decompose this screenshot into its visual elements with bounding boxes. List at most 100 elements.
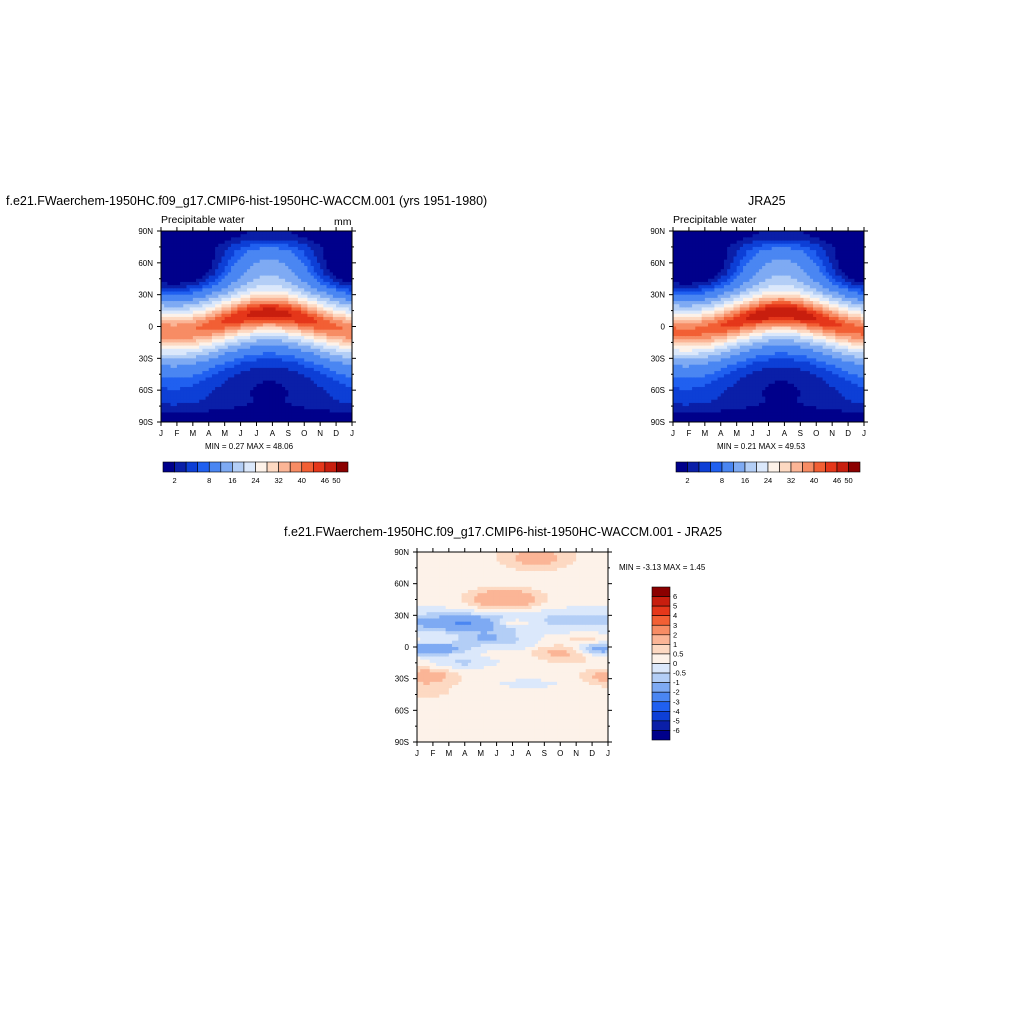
colorbar-box: [651, 596, 671, 607]
colorbar-box: [848, 461, 861, 473]
y-tick-label: 60N: [394, 580, 409, 589]
x-tick-label: A: [718, 429, 724, 438]
x-tick-label: M: [701, 429, 708, 438]
x-tick-label: J: [255, 429, 259, 438]
colorbar-label: -6: [673, 726, 680, 735]
y-tick-label: 30N: [394, 611, 409, 620]
colorbar-label: 50: [844, 476, 852, 485]
colorbar-label: 3: [673, 621, 677, 630]
y-tick-label: 90N: [138, 227, 153, 236]
colorbar-label: 2: [673, 630, 677, 639]
model-variable-label: Precipitable water: [161, 214, 245, 226]
colorbar-box: [651, 672, 671, 683]
colorbar-label: 0: [673, 659, 677, 668]
x-tick-label: O: [301, 429, 307, 438]
colorbar-box: [336, 461, 349, 473]
colorbar-box: [651, 624, 671, 636]
x-tick-label: J: [751, 429, 755, 438]
x-tick-label: J: [495, 749, 499, 758]
x-tick-label: A: [270, 429, 276, 438]
colorbar-label: 46: [321, 476, 329, 485]
colorbar-label: 16: [228, 476, 236, 485]
y-tick-label: 60S: [651, 386, 665, 395]
y-tick-label: 0: [405, 643, 410, 652]
x-tick-label: S: [542, 749, 547, 758]
y-tick-label: 60N: [138, 259, 153, 268]
y-tick-label: 0: [661, 323, 666, 332]
colorbar-label: 24: [764, 476, 772, 485]
colorbar-label: -1: [673, 678, 680, 687]
colorbar-label: 40: [810, 476, 818, 485]
x-tick-label: N: [573, 749, 579, 758]
x-tick-label: N: [317, 429, 323, 438]
obs-min-max: MIN = 0.21 MAX = 49.53: [717, 442, 806, 451]
x-tick-label: A: [462, 749, 468, 758]
colorbar-box: [651, 634, 671, 645]
x-tick-label: O: [557, 749, 563, 758]
x-tick-label: M: [189, 429, 196, 438]
colorbar-box: [651, 644, 671, 655]
y-tick-label: 90N: [650, 227, 665, 236]
x-tick-label: M: [221, 429, 228, 438]
colorbar-label: 8: [207, 476, 211, 485]
colorbar-label: -0.5: [673, 669, 686, 678]
colorbar-label: -3: [673, 697, 680, 706]
colorbar-box: [651, 691, 671, 703]
model-units-label: mm: [334, 216, 352, 228]
colorbar-box: [651, 720, 671, 731]
x-tick-label: S: [798, 429, 803, 438]
colorbar-label: 0.5: [673, 649, 683, 658]
colorbar-label: 4: [673, 611, 677, 620]
colorbar-label: 2: [172, 476, 176, 485]
diff-min-max: MIN = -3.13 MAX = 1.45: [619, 563, 706, 572]
colorbar-box: [651, 605, 671, 616]
colorbar-box: [651, 663, 671, 674]
y-tick-label: 60S: [395, 706, 409, 715]
x-tick-label: D: [589, 749, 595, 758]
x-tick-label: N: [829, 429, 835, 438]
colorbar-label: 50: [332, 476, 340, 485]
x-tick-label: D: [845, 429, 851, 438]
obs-panel-title: JRA25: [748, 194, 786, 208]
y-tick-label: 30S: [651, 354, 665, 363]
y-tick-label: 30N: [138, 291, 153, 300]
x-tick-label: J: [415, 749, 419, 758]
diff-panel-title: f.e21.FWaerchem-1950HC.f09_g17.CMIP6-his…: [284, 525, 723, 539]
x-tick-label: F: [174, 429, 179, 438]
colorbar-label: 1: [673, 640, 677, 649]
y-tick-label: 30S: [139, 354, 153, 363]
contour-fill: [673, 231, 865, 423]
colorbar-label: 40: [298, 476, 306, 485]
colorbar-label: -2: [673, 688, 680, 697]
colorbar-label: 6: [673, 592, 677, 601]
colorbar-box: [651, 615, 671, 626]
y-tick-label: 90S: [395, 738, 409, 747]
x-tick-label: A: [526, 749, 532, 758]
y-tick-label: 0: [149, 323, 154, 332]
colorbar-label: 5: [673, 602, 677, 611]
colorbar-box: [651, 653, 671, 664]
y-tick-label: 60N: [650, 259, 665, 268]
y-tick-label: 90S: [139, 418, 153, 427]
colorbar-label: 32: [787, 476, 795, 485]
y-tick-label: 90N: [394, 548, 409, 557]
model-panel-title: f.e21.FWaerchem-1950HC.f09_g17.CMIP6-his…: [6, 194, 488, 208]
x-tick-label: J: [350, 429, 354, 438]
x-tick-label: M: [477, 749, 484, 758]
x-tick-label: J: [671, 429, 675, 438]
contour-fill: [161, 231, 353, 423]
colorbar-label: 46: [833, 476, 841, 485]
x-tick-label: J: [862, 429, 866, 438]
x-tick-label: J: [767, 429, 771, 438]
colorbar-box: [651, 682, 671, 693]
colorbar-label: 8: [720, 476, 724, 485]
colorbar-label: 24: [251, 476, 259, 485]
x-tick-label: S: [286, 429, 291, 438]
colorbar-box: [651, 586, 671, 597]
x-tick-label: J: [606, 749, 610, 758]
